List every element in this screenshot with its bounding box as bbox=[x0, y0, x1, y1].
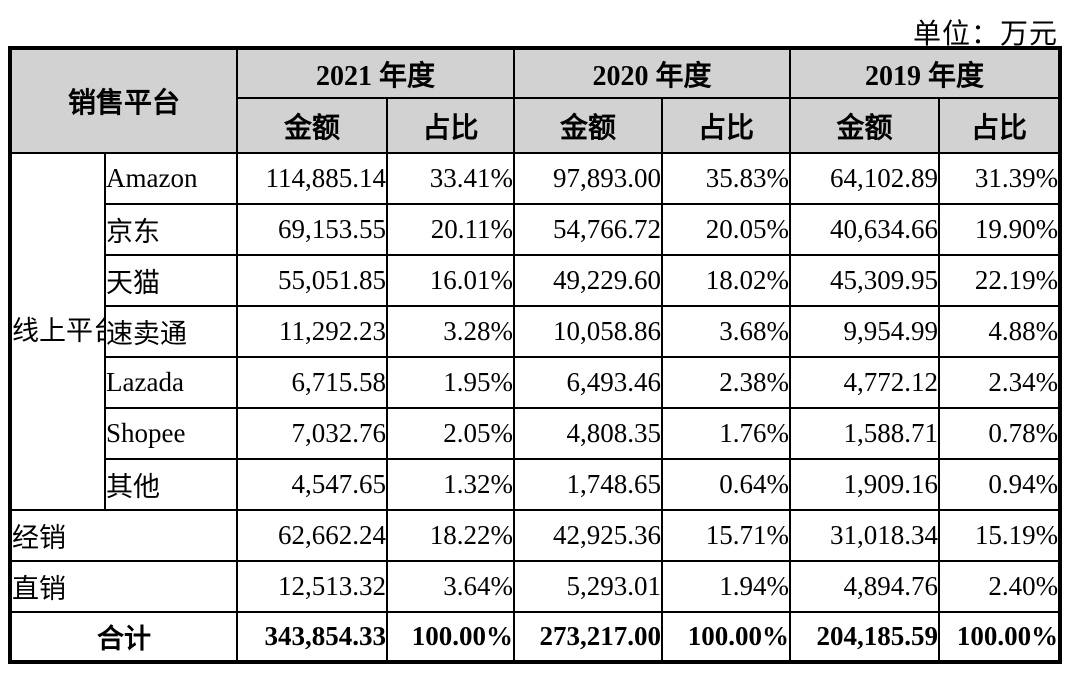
amount-cell: 6,493.46 bbox=[513, 356, 664, 409]
ratio-cell: 2.38% bbox=[661, 356, 792, 409]
total-amount-cell: 204,185.59 bbox=[789, 611, 941, 663]
ratio-cell: 2.05% bbox=[386, 407, 516, 460]
table-row: 速卖通 11,292.23 3.28% 10,058.86 3.68% 9,95… bbox=[10, 305, 1062, 358]
total-amount-cell: 343,854.33 bbox=[236, 611, 389, 663]
table-row: 京东 69,153.55 20.11% 54,766.72 20.05% 40,… bbox=[10, 203, 1062, 256]
ratio-cell: 3.28% bbox=[386, 305, 516, 358]
amount-cell: 62,662.24 bbox=[236, 509, 389, 562]
amount-cell: 1,588.71 bbox=[789, 407, 941, 460]
header-ratio-2021: 占比 bbox=[386, 97, 516, 154]
ratio-cell: 1.76% bbox=[661, 407, 792, 460]
amount-cell: 4,894.76 bbox=[789, 560, 941, 613]
amount-cell: 7,032.76 bbox=[236, 407, 389, 460]
total-ratio-cell: 100.00% bbox=[386, 611, 516, 663]
ratio-cell: 18.22% bbox=[386, 509, 516, 562]
amount-cell: 6,715.58 bbox=[236, 356, 389, 409]
ratio-cell: 2.34% bbox=[938, 356, 1062, 409]
ratio-cell: 3.68% bbox=[661, 305, 792, 358]
amount-cell: 97,893.00 bbox=[513, 152, 664, 205]
total-label-cell: 合计 bbox=[8, 611, 239, 663]
platform-name-cell: 速卖通 bbox=[103, 305, 239, 358]
table-wrap: 销售平台 2021 年度 2020 年度 2019 年度 金额 占比 金额 占比… bbox=[8, 46, 1063, 664]
header-amount-2019: 金额 bbox=[789, 97, 941, 154]
amount-cell: 49,229.60 bbox=[513, 254, 664, 307]
amount-cell: 5,293.01 bbox=[513, 560, 664, 613]
ratio-cell: 15.71% bbox=[661, 509, 792, 562]
amount-cell: 69,153.55 bbox=[236, 203, 389, 256]
ratio-cell: 31.39% bbox=[938, 152, 1062, 205]
table-row: Lazada 6,715.58 1.95% 6,493.46 2.38% 4,7… bbox=[10, 356, 1062, 409]
platform-name-cell: 其他 bbox=[103, 458, 239, 511]
platform-name-cell: Amazon bbox=[103, 152, 239, 205]
amount-cell: 4,547.65 bbox=[236, 458, 389, 511]
table-row: 经销 62,662.24 18.22% 42,925.36 15.71% 31,… bbox=[8, 509, 1062, 562]
amount-cell: 10,058.86 bbox=[513, 305, 664, 358]
ratio-cell: 1.95% bbox=[386, 356, 516, 409]
ratio-cell: 16.01% bbox=[386, 254, 516, 307]
amount-cell: 31,018.34 bbox=[789, 509, 941, 562]
amount-cell: 12,513.32 bbox=[236, 560, 389, 613]
total-row: 合计 343,854.33 100.00% 273,217.00 100.00%… bbox=[8, 611, 1062, 663]
sales-platform-table: 销售平台 2021 年度 2020 年度 2019 年度 金额 占比 金额 占比… bbox=[8, 46, 1063, 664]
amount-cell: 4,772.12 bbox=[789, 356, 941, 409]
header-amount-2020: 金额 bbox=[513, 97, 664, 154]
ratio-cell: 35.83% bbox=[661, 152, 792, 205]
ratio-cell: 19.90% bbox=[938, 203, 1062, 256]
ratio-cell: 0.94% bbox=[938, 458, 1062, 511]
header-ratio-2020: 占比 bbox=[661, 97, 792, 154]
amount-cell: 45,309.95 bbox=[789, 254, 941, 307]
ratio-cell: 1.32% bbox=[386, 458, 516, 511]
platform-name-cell: 天猫 bbox=[103, 254, 239, 307]
ratio-cell: 20.11% bbox=[386, 203, 516, 256]
ratio-cell: 22.19% bbox=[938, 254, 1062, 307]
header-ratio-2019: 占比 bbox=[938, 97, 1062, 154]
total-ratio-cell: 100.00% bbox=[661, 611, 792, 663]
ratio-cell: 4.88% bbox=[938, 305, 1062, 358]
amount-cell: 42,925.36 bbox=[513, 509, 664, 562]
table-row: 其他 4,547.65 1.32% 1,748.65 0.64% 1,909.1… bbox=[10, 458, 1062, 511]
ratio-cell: 0.64% bbox=[661, 458, 792, 511]
platform-name-cell: 京东 bbox=[103, 203, 239, 256]
amount-cell: 64,102.89 bbox=[789, 152, 941, 205]
header-amount-2021: 金额 bbox=[236, 97, 389, 154]
amount-cell: 114,885.14 bbox=[236, 152, 389, 205]
ratio-cell: 1.94% bbox=[661, 560, 792, 613]
ratio-cell: 0.78% bbox=[938, 407, 1062, 460]
ratio-cell: 2.40% bbox=[938, 560, 1062, 613]
amount-cell: 40,634.66 bbox=[789, 203, 941, 256]
amount-cell: 11,292.23 bbox=[236, 305, 389, 358]
amount-cell: 1,748.65 bbox=[513, 458, 664, 511]
header-year-2021: 2021 年度 bbox=[236, 47, 516, 99]
ratio-cell: 20.05% bbox=[661, 203, 792, 256]
ratio-cell: 15.19% bbox=[938, 509, 1062, 562]
platform-name-cell: Lazada bbox=[103, 356, 239, 409]
row-label-cell: 直销 bbox=[8, 560, 239, 613]
table-row: 天猫 55,051.85 16.01% 49,229.60 18.02% 45,… bbox=[10, 254, 1062, 307]
total-ratio-cell: 100.00% bbox=[938, 611, 1062, 663]
header-year-2020: 2020 年度 bbox=[513, 47, 792, 99]
online-platform-group-cell: 线上平台 bbox=[9, 152, 106, 511]
table-row: 线上平台 Amazon 114,885.14 33.41% 97,893.00 … bbox=[9, 152, 1062, 511]
header-sales-platform: 销售平台 bbox=[8, 47, 239, 154]
amount-cell: 1,909.16 bbox=[789, 458, 941, 511]
ratio-cell: 3.64% bbox=[386, 560, 516, 613]
ratio-cell: 33.41% bbox=[386, 152, 516, 205]
amount-cell: 54,766.72 bbox=[513, 203, 664, 256]
row-label-cell: 经销 bbox=[8, 509, 239, 562]
unit-label: 单位：万元 bbox=[912, 19, 1058, 50]
amount-cell: 55,051.85 bbox=[236, 254, 389, 307]
header-year-2019: 2019 年度 bbox=[789, 47, 1062, 99]
amount-cell: 9,954.99 bbox=[789, 305, 941, 358]
table-row: 直销 12,513.32 3.64% 5,293.01 1.94% 4,894.… bbox=[8, 560, 1062, 613]
platform-name-cell: Shopee bbox=[103, 407, 239, 460]
table-row: Shopee 7,032.76 2.05% 4,808.35 1.76% 1,5… bbox=[10, 407, 1062, 460]
ratio-cell: 18.02% bbox=[661, 254, 792, 307]
amount-cell: 4,808.35 bbox=[513, 407, 664, 460]
total-amount-cell: 273,217.00 bbox=[513, 611, 664, 663]
